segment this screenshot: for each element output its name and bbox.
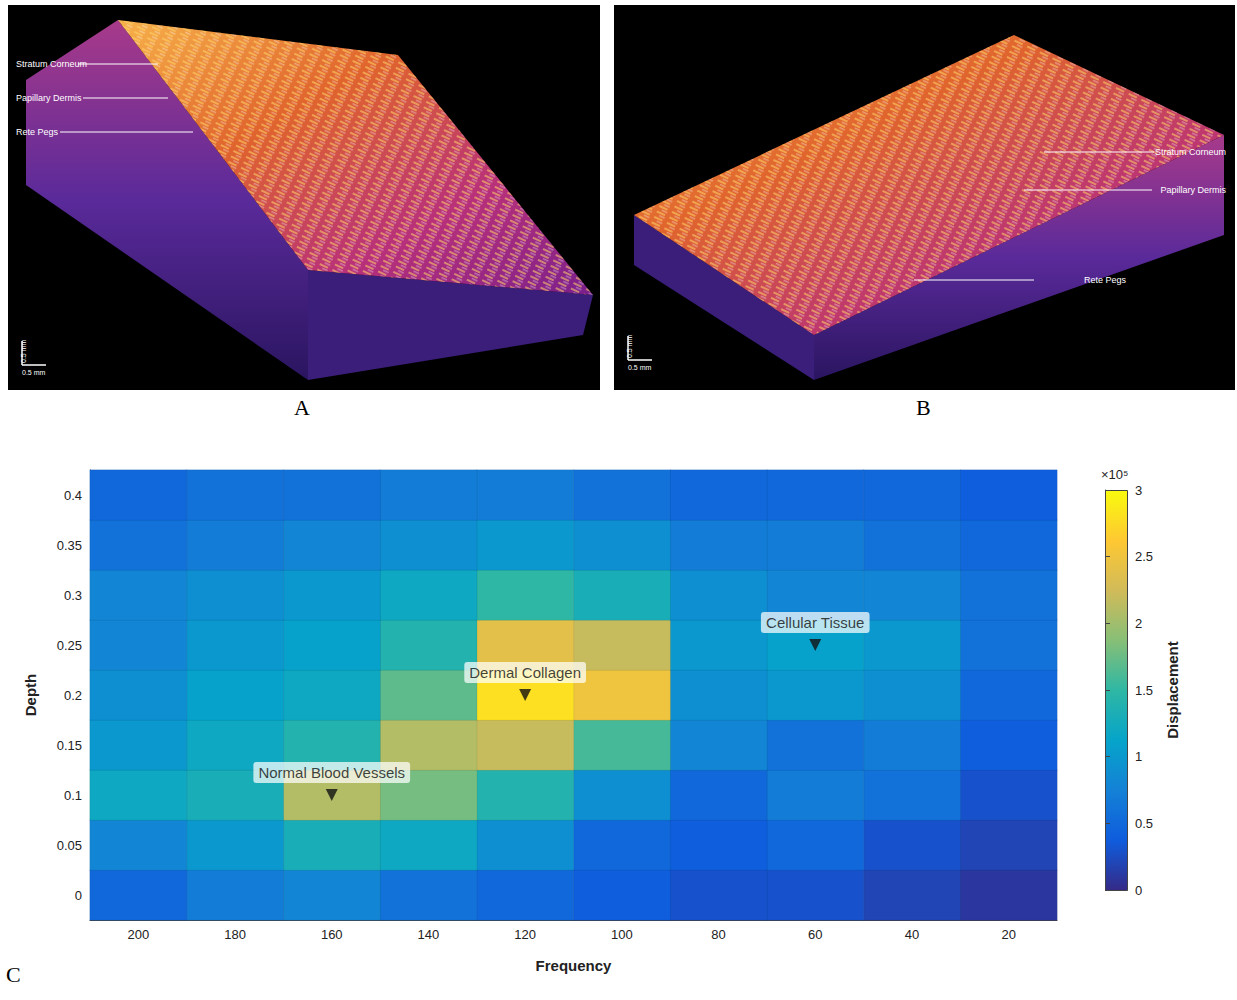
svg-text:0: 0 <box>1135 883 1142 898</box>
svg-text:20: 20 <box>1001 927 1015 942</box>
svg-text:160: 160 <box>321 927 343 942</box>
svg-text:120: 120 <box>514 927 536 942</box>
svg-text:Frequency: Frequency <box>536 957 613 974</box>
svg-text:0.05: 0.05 <box>57 838 82 853</box>
svg-text:0.35: 0.35 <box>57 538 82 553</box>
svg-text:Depth: Depth <box>22 674 39 717</box>
svg-text:0.15: 0.15 <box>57 738 82 753</box>
svg-text:Cellular Tissue: Cellular Tissue <box>766 614 864 631</box>
svg-text:40: 40 <box>905 927 919 942</box>
svg-text:140: 140 <box>418 927 440 942</box>
svg-text:0.5: 0.5 <box>1135 816 1153 831</box>
svg-text:0.5 mm: 0.5 mm <box>22 369 46 376</box>
svg-text:60: 60 <box>808 927 822 942</box>
svg-text:1.5: 1.5 <box>1135 683 1153 698</box>
svg-text:0.2: 0.2 <box>64 688 82 703</box>
html-text:C: C <box>6 962 21 987</box>
svg-text:0.5 mm: 0.5 mm <box>626 334 633 358</box>
svg-text:Papillary Dermis: Papillary Dermis <box>1160 185 1226 195</box>
svg-text:0.5 mm: 0.5 mm <box>20 339 27 363</box>
svg-text:100: 100 <box>611 927 633 942</box>
svg-text:Stratum Corneum: Stratum Corneum <box>1155 147 1226 157</box>
svg-text:0.1: 0.1 <box>64 788 82 803</box>
svg-text:Papillary Dermis: Papillary Dermis <box>16 93 82 103</box>
svg-text:×10⁵: ×10⁵ <box>1101 467 1128 482</box>
svg-text:0.3: 0.3 <box>64 588 82 603</box>
svg-text:Normal Blood Vessels: Normal Blood Vessels <box>258 764 405 781</box>
svg-text:200: 200 <box>127 927 149 942</box>
svg-text:Displacement: Displacement <box>1164 641 1181 739</box>
svg-text:3: 3 <box>1135 483 1142 498</box>
svg-text:Rete Pegs: Rete Pegs <box>1084 275 1127 285</box>
html-text:B: B <box>916 395 931 420</box>
svg-text:2: 2 <box>1135 616 1142 631</box>
svg-text:Stratum Corneum: Stratum Corneum <box>16 59 87 69</box>
svg-text:0.25: 0.25 <box>57 638 82 653</box>
svg-text:Rete Pegs: Rete Pegs <box>16 127 59 137</box>
svg-text:180: 180 <box>224 927 246 942</box>
svg-text:0.5 mm: 0.5 mm <box>628 364 652 371</box>
svg-text:0: 0 <box>75 888 82 903</box>
svg-text:0.4: 0.4 <box>64 488 82 503</box>
svg-text:1: 1 <box>1135 749 1142 764</box>
svg-text:80: 80 <box>711 927 725 942</box>
html-text:A: A <box>294 395 310 420</box>
svg-text:Dermal Collagen: Dermal Collagen <box>469 664 581 681</box>
svg-text:2.5: 2.5 <box>1135 549 1153 564</box>
